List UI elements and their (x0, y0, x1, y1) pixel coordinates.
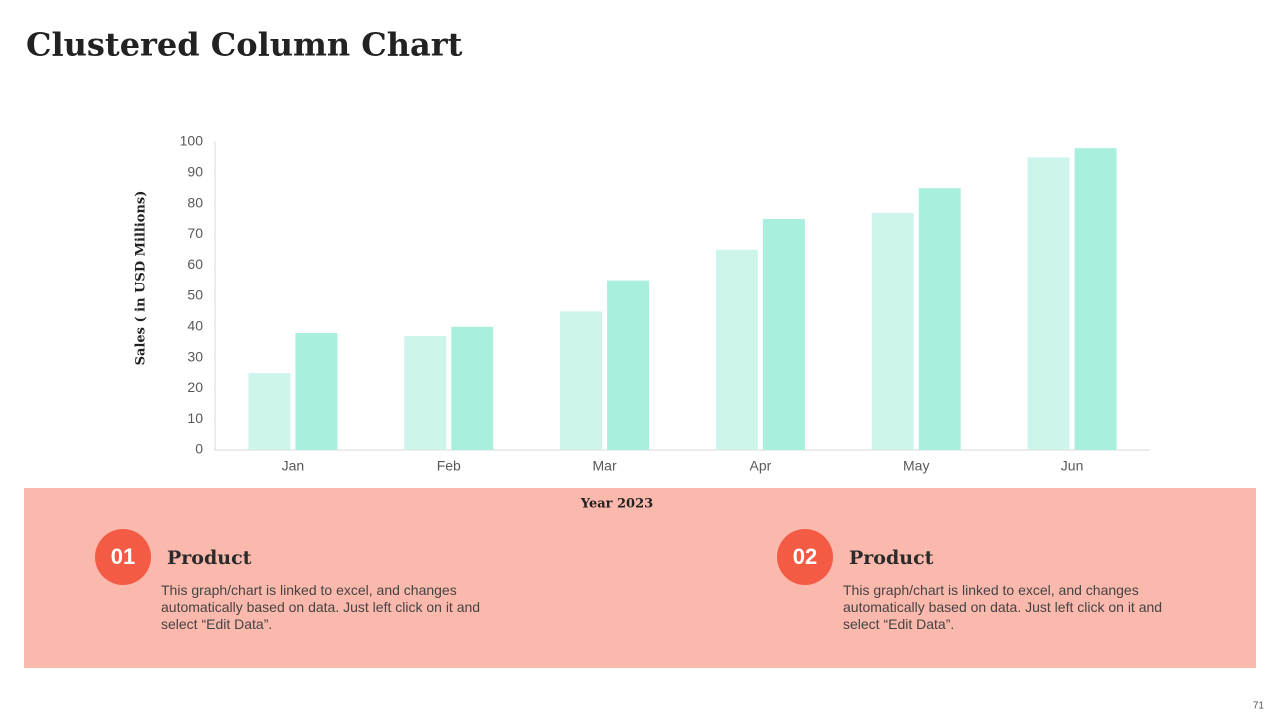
x-axis-label: Year 2023 (580, 497, 653, 512)
y-axis-label: Sales ( in USD Millions) (134, 191, 149, 366)
panel-title: Product (167, 547, 252, 569)
bar (715, 249, 758, 450)
bar (560, 311, 603, 450)
y-tick-label: 90 (187, 164, 203, 180)
info-panel (24, 488, 1256, 668)
y-tick-label: 0 (195, 441, 203, 457)
bar (404, 336, 447, 450)
bar (248, 373, 291, 450)
y-tick-label: 50 (187, 287, 203, 303)
y-tick-label: 80 (187, 194, 203, 210)
y-tick-label: 60 (187, 256, 203, 272)
bar (295, 332, 338, 450)
y-tick-label: 30 (187, 348, 203, 364)
y-tick-label: 20 (187, 379, 203, 395)
bar (1027, 157, 1070, 450)
bar (451, 326, 494, 450)
bar (1074, 148, 1117, 450)
number-badge: 02 (777, 529, 833, 585)
panel-text: This graph/chart is linked to excel, and… (843, 582, 1163, 632)
x-tick-label: Feb (437, 458, 461, 474)
y-tick-label: 40 (187, 318, 203, 334)
x-tick-label: Apr (750, 458, 772, 474)
bar (607, 280, 650, 450)
panel-text: This graph/chart is linked to excel, and… (161, 582, 481, 632)
x-tick-label: Jan (282, 458, 305, 474)
bar (918, 188, 961, 450)
y-tick-label: 10 (187, 410, 203, 426)
y-tick-label: 100 (180, 133, 204, 149)
x-tick-label: Jun (1061, 458, 1084, 474)
y-tick-label: 70 (187, 225, 203, 241)
panel-title: Product (849, 547, 934, 569)
x-tick-label: Mar (593, 458, 617, 474)
x-tick-label: May (903, 458, 929, 474)
page-number: 71 (1253, 701, 1265, 712)
number-badge: 01 (95, 529, 151, 585)
bar (871, 212, 914, 450)
slide-title: Clustered Column Chart (26, 26, 463, 64)
bar (762, 219, 805, 450)
